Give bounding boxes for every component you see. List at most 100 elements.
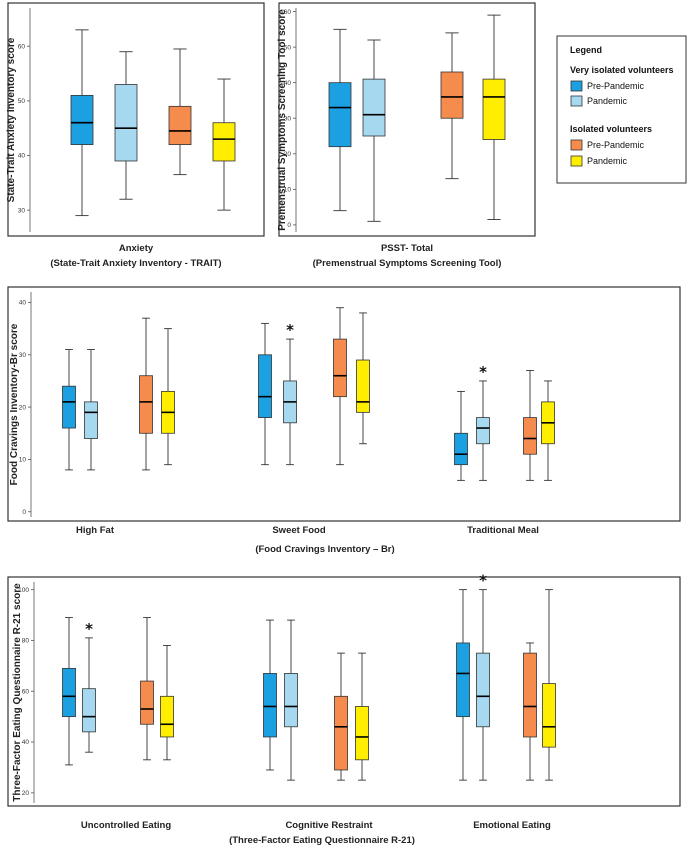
psst-y-tick-label: 20 xyxy=(284,151,292,158)
fci-box-very-pan xyxy=(283,338,297,466)
box-body xyxy=(139,375,153,434)
anxiety-x-axis-label: Anxiety xyxy=(119,243,154,254)
box-body xyxy=(476,417,490,445)
psst-x-axis-label: (Premenstrual Symptoms Screening Tool) xyxy=(313,258,502,269)
tfeq-y-tick-label: 20 xyxy=(22,790,30,797)
box-body xyxy=(160,695,174,738)
box-body xyxy=(84,401,98,439)
psst-y-axis-label: Premenstrual Symptoms Screening Tool sco… xyxy=(277,9,288,231)
tfeq-box-very-pre xyxy=(456,589,470,781)
fci-box-iso-pre xyxy=(139,317,153,471)
anxiety-x-axis-label: (State-Trait Anxiety Inventory - TRAIT) xyxy=(50,258,221,269)
box-body xyxy=(362,78,386,137)
box-body xyxy=(70,95,94,145)
fci-significance-star: * xyxy=(479,363,487,381)
fci-box-very-pre xyxy=(454,390,468,481)
box-body xyxy=(62,385,76,429)
legend-swatch-very-pre xyxy=(570,80,583,92)
tfeq-box-iso-pan xyxy=(160,645,174,761)
tfeq-box-iso-pre xyxy=(140,617,154,761)
fci-box-very-pre xyxy=(62,349,76,471)
tfeq-box-very-pan xyxy=(284,619,298,781)
fci-box-iso-pre xyxy=(523,370,537,481)
fci-box-very-pan xyxy=(84,349,98,471)
anxiety-y-tick-label: 50 xyxy=(18,98,26,105)
tfeq-box-very-pan xyxy=(82,637,96,753)
tfeq-box-very-pan xyxy=(476,589,490,781)
box-body xyxy=(334,695,348,771)
box-body xyxy=(140,680,154,725)
box-body xyxy=(440,71,464,119)
box-body xyxy=(114,84,138,162)
psst-x-axis-label: PSST- Total xyxy=(381,243,433,254)
tfeq-box-iso-pre xyxy=(334,652,348,781)
tfeq-y-tick-label: 80 xyxy=(22,638,30,645)
legend-swatch-iso-pre xyxy=(570,139,583,151)
anxiety-box-iso-pan xyxy=(212,78,236,211)
box-body xyxy=(212,122,236,162)
fci-x-axis-label: (Food Cravings Inventory – Br) xyxy=(255,544,394,555)
fci-box-very-pre xyxy=(258,322,272,466)
legend-group-isolated: Isolated volunteers xyxy=(570,124,652,134)
tfeq-box-iso-pan xyxy=(355,652,369,781)
psst-y-tick-label: 30 xyxy=(284,115,292,122)
fci-box-iso-pan xyxy=(161,328,175,466)
fci-box-very-pan xyxy=(476,380,490,481)
psst-y-tick-label: 0 xyxy=(287,222,291,229)
box-body xyxy=(356,359,370,413)
box-body xyxy=(328,82,352,148)
tfeq-x-axis-label: (Three-Factor Eating Questionnaire R-21) xyxy=(229,835,415,846)
fci-frame xyxy=(7,286,681,522)
legend: Legend Very isolated volunteers Pre-Pand… xyxy=(556,35,687,184)
anxiety-y-tick-label: 40 xyxy=(18,153,26,160)
psst-box-very-pre xyxy=(328,28,352,212)
box-body xyxy=(454,432,468,466)
box-body xyxy=(355,706,369,761)
fci-y-tick-label: 30 xyxy=(19,352,27,359)
anxiety-y-tick-label: 60 xyxy=(18,43,26,50)
box-body xyxy=(523,417,537,455)
box-body xyxy=(333,338,347,398)
legend-swatch-iso-pan xyxy=(570,155,583,167)
legend-swatch-very-pan xyxy=(570,95,583,107)
legend-title: Legend xyxy=(570,45,602,55)
tfeq-box-very-pre xyxy=(263,619,277,771)
fci-category-label: Sweet Food xyxy=(272,525,326,536)
box-body xyxy=(482,78,506,140)
anxiety-box-iso-pre xyxy=(168,48,192,176)
box-body xyxy=(263,673,277,738)
fci-significance-star: * xyxy=(286,321,294,339)
anxiety-box-very-pan xyxy=(114,51,138,200)
psst-box-iso-pre xyxy=(440,32,464,180)
legend-item-very-pre: Pre-Pandemic xyxy=(587,81,645,91)
tfeq-significance-star: * xyxy=(85,620,93,638)
fci-chart: 0 10 20 30 40 Food Cravings Inventory-Br scor… xyxy=(7,286,681,555)
psst-y-tick-label: 60 xyxy=(284,9,292,16)
tfeq-category-label: Uncontrolled Eating xyxy=(81,820,171,831)
anxiety-y-tick-label: 30 xyxy=(18,207,26,214)
box-body xyxy=(523,652,537,738)
legend-group-very-isolated: Very isolated volunteers xyxy=(570,65,674,75)
box-body xyxy=(284,673,298,728)
fci-y-tick-label: 10 xyxy=(19,457,27,464)
tfeq-box-iso-pre xyxy=(523,642,537,781)
psst-y-tick-label: 40 xyxy=(284,80,292,87)
fci-box-iso-pan xyxy=(541,380,555,481)
box-body xyxy=(476,652,490,728)
legend-item-iso-pre: Pre-Pandemic xyxy=(587,140,645,150)
tfeq-category-label: Cognitive Restraint xyxy=(285,820,373,831)
fci-y-tick-label: 20 xyxy=(19,404,27,411)
fci-box-iso-pan xyxy=(356,312,370,445)
legend-item-very-pan: Pandemic xyxy=(587,96,628,106)
tfeq-box-very-pre xyxy=(62,617,76,766)
tfeq-significance-star: * xyxy=(479,572,487,590)
tfeq-y-axis-label: Three-Factor Eating Questionnaire R-21 s… xyxy=(12,583,23,802)
psst-box-very-pan xyxy=(362,39,386,222)
tfeq-y-tick-label: 60 xyxy=(22,688,30,695)
tfeq-y-tick-label: 100 xyxy=(18,587,29,594)
